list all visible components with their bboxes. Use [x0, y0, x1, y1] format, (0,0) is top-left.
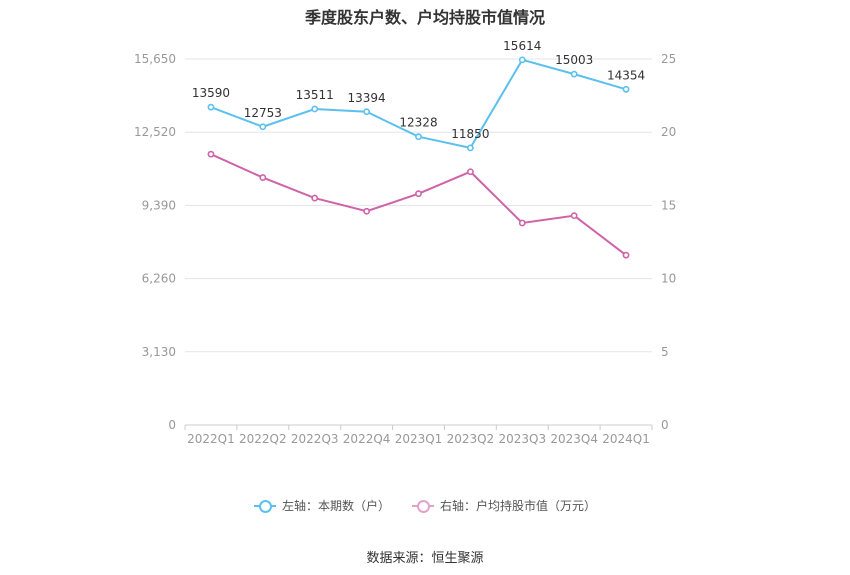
data-label: 13394: [348, 91, 386, 105]
data-point-series-1[interactable]: [259, 123, 267, 131]
data-point-series-1[interactable]: [570, 70, 578, 78]
legend-marker-series-1: [253, 499, 276, 513]
x-tick-label: 2022Q2: [239, 432, 287, 446]
legend-label-series-1: 左轴：本期数（户）: [281, 499, 390, 513]
data-point-series-1[interactable]: [466, 144, 474, 152]
x-tick-label: 2022Q3: [291, 432, 339, 446]
data-label: 12328: [399, 116, 437, 130]
data-point-series-2[interactable]: [415, 190, 422, 198]
data-point-series-2[interactable]: [518, 219, 526, 227]
chart-title: 季度股东户数、户均持股市值情况: [304, 8, 545, 27]
data-point-series-1[interactable]: [311, 105, 319, 113]
axes: 0 3,130 6,260 9,390 12,520 15,650 0 5 10 15 20 25 20…: [134, 52, 676, 446]
y-left-tick-label: 9,390: [142, 198, 176, 212]
x-tick-label: 2024Q1: [602, 432, 650, 446]
series: [207, 56, 630, 259]
series-line-2: [210, 153, 627, 256]
x-tick-label: 2023Q3: [498, 432, 546, 446]
data-point-series-2[interactable]: [259, 174, 267, 181]
data-label: 13511: [296, 88, 334, 102]
data-labels: 13590 12753 13511 13394 12328 11850 15614 15003…: [192, 39, 645, 141]
data-point-series-2[interactable]: [622, 251, 630, 259]
y-right-tick-label: 15: [661, 198, 676, 212]
data-point-series-2[interactable]: [570, 212, 578, 220]
legend-item-series-2[interactable]: 右轴：户均持股市值（万元）: [412, 497, 596, 514]
data-point-series-1[interactable]: [207, 103, 215, 111]
grid-lines: [185, 58, 652, 353]
y-left-tick-label: 6,260: [142, 272, 176, 286]
data-point-series-2[interactable]: [207, 150, 215, 158]
data-point-series-2[interactable]: [311, 194, 319, 202]
y-left-tick-label: 15,650: [134, 52, 176, 66]
legend-label-series-2: 右轴：户均持股市值（万元）: [440, 499, 597, 513]
legend-item-series-1[interactable]: 左轴：本期数（户）: [253, 497, 390, 514]
legend-marker-series-2: [412, 499, 434, 513]
data-point-series-1[interactable]: [363, 108, 371, 116]
x-tick-label: 2022Q4: [343, 432, 391, 446]
x-tick-label: 2023Q1: [395, 432, 443, 446]
y-right-tick-label: 0: [661, 418, 669, 432]
legend: 左轴：本期数（户） 右轴：户均持股市值（万元）: [0, 497, 850, 514]
y-right-tick-label: 5: [661, 345, 669, 359]
data-point-series-2[interactable]: [466, 168, 474, 176]
data-point-series-1[interactable]: [622, 85, 630, 93]
y-left-tick-label: 0: [168, 418, 176, 432]
data-source: 数据来源：恒生聚源: [366, 551, 484, 566]
data-label: 15614: [503, 39, 541, 53]
y-left-tick-label: 3,130: [142, 345, 176, 359]
x-tick-label: 2023Q2: [447, 432, 495, 446]
data-label: 12753: [244, 106, 282, 120]
x-tick-label: 2023Q4: [550, 432, 598, 446]
y-right-tick-label: 20: [661, 125, 676, 139]
y-left-tick-label: 12,520: [134, 125, 176, 139]
data-label: 11850: [451, 127, 489, 141]
data-point-series-1[interactable]: [518, 56, 526, 64]
y-right-tick-label: 10: [661, 272, 676, 286]
data-point-series-2[interactable]: [363, 207, 371, 215]
data-point-series-1[interactable]: [415, 133, 422, 141]
data-label: 15003: [555, 53, 593, 67]
y-right-tick-label: 25: [661, 52, 676, 66]
data-label: 13590: [192, 86, 230, 100]
x-tick-label: 2022Q1: [187, 432, 235, 446]
data-label: 14354: [607, 68, 645, 82]
